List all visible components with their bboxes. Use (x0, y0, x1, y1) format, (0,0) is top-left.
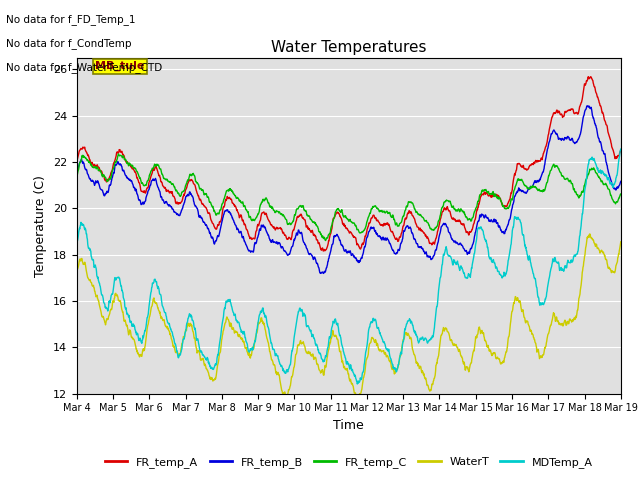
Y-axis label: Temperature (C): Temperature (C) (35, 175, 47, 276)
Title: Water Temperatures: Water Temperatures (271, 40, 426, 55)
Text: No data for f_WaterTemp_CTD: No data for f_WaterTemp_CTD (6, 62, 163, 73)
Text: No data for f_CondTemp: No data for f_CondTemp (6, 38, 132, 49)
Text: MB_tule: MB_tule (95, 61, 144, 72)
Text: No data for f_FD_Temp_1: No data for f_FD_Temp_1 (6, 14, 136, 25)
Legend: FR_temp_A, FR_temp_B, FR_temp_C, WaterT, MDTemp_A: FR_temp_A, FR_temp_B, FR_temp_C, WaterT,… (100, 453, 597, 473)
X-axis label: Time: Time (333, 419, 364, 432)
